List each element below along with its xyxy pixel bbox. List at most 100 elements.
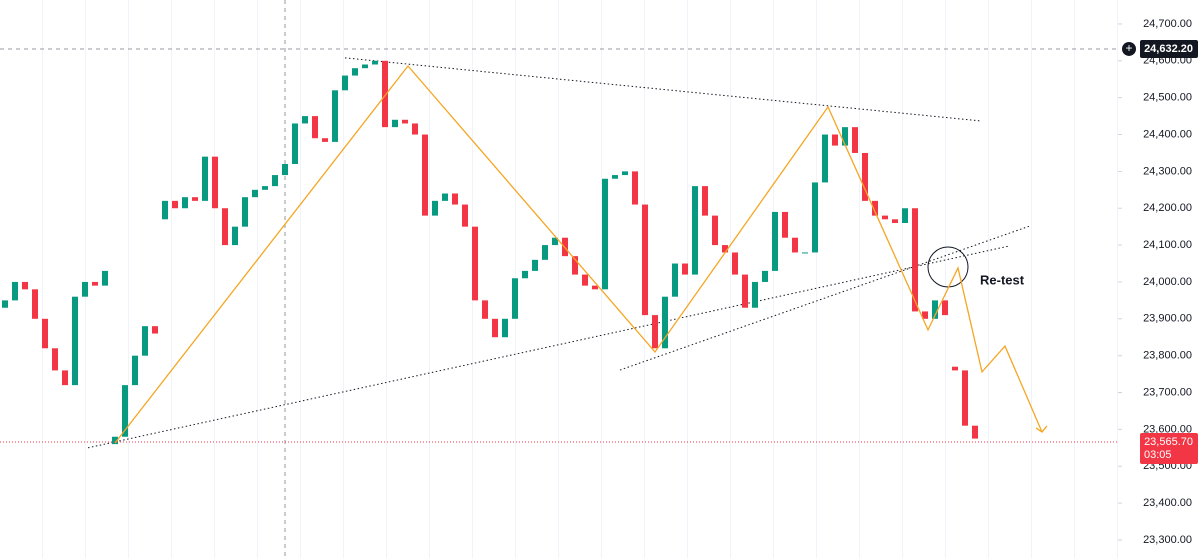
- candle: [322, 138, 328, 142]
- candle: [912, 208, 918, 312]
- trendline: [87, 245, 1011, 449]
- price-axis: [1118, 0, 1200, 558]
- candle: [32, 289, 38, 319]
- candle: [462, 204, 468, 227]
- crosshair-label-box: [1140, 39, 1198, 58]
- candle: [542, 245, 548, 260]
- candle: [122, 385, 128, 437]
- candle: [252, 189, 258, 198]
- candle: [182, 197, 188, 209]
- y-tick-label: 23,700.00: [1143, 386, 1192, 398]
- y-tick-label: 24,400.00: [1143, 128, 1192, 140]
- candle: [162, 200, 168, 220]
- candle: [302, 116, 308, 124]
- candle: [752, 281, 758, 308]
- candle: [402, 119, 408, 124]
- candle: [272, 175, 278, 187]
- y-tick-label: 23,400.00: [1143, 497, 1192, 509]
- candle: [832, 134, 838, 146]
- candle: [232, 226, 238, 246]
- candle: [192, 197, 198, 201]
- candle: [672, 263, 678, 297]
- candle: [82, 281, 88, 297]
- candle: [432, 200, 438, 216]
- candle: [352, 68, 358, 76]
- candle: [172, 200, 178, 209]
- last-price-label: 23,565.70: [1144, 436, 1193, 448]
- candle: [212, 156, 218, 209]
- candle: [262, 186, 268, 190]
- candle: [102, 270, 108, 286]
- candle: [2, 300, 8, 308]
- trendline: [619, 225, 1031, 371]
- candle: [472, 226, 478, 301]
- candle: [22, 281, 28, 290]
- annotation: Re-test: [980, 272, 1025, 287]
- candle: [902, 208, 908, 223]
- candle: [842, 127, 848, 146]
- candle: [142, 326, 148, 356]
- candle: [312, 116, 318, 139]
- candle: [872, 200, 878, 216]
- y-tick-label: 24,200.00: [1143, 202, 1192, 214]
- candle: [812, 182, 818, 253]
- candle: [492, 318, 498, 338]
- candle: [882, 215, 888, 220]
- candle: [332, 90, 338, 142]
- candle: [522, 270, 528, 279]
- candle: [392, 119, 398, 128]
- y-tick-label: 24,500.00: [1143, 92, 1192, 104]
- y-tick-label: 24,300.00: [1143, 165, 1192, 177]
- candle: [972, 425, 978, 439]
- candle: [952, 366, 958, 371]
- candle: [702, 186, 708, 216]
- candle: [712, 215, 718, 246]
- candle: [892, 219, 898, 223]
- candle: [412, 123, 418, 135]
- candle: [552, 237, 558, 246]
- crosshair-price-label: 24,632.20: [1144, 43, 1193, 55]
- candle: [132, 355, 138, 386]
- candle: [202, 156, 208, 201]
- candle: [362, 64, 368, 69]
- candle: [92, 281, 98, 286]
- retest-circle: [927, 246, 969, 288]
- candle: [502, 318, 508, 338]
- candle: [722, 245, 728, 253]
- y-tick-label: 23,800.00: [1143, 350, 1192, 362]
- candle: [962, 370, 968, 426]
- candle: [222, 208, 228, 246]
- y-tick-label: 23,300.00: [1143, 534, 1192, 546]
- candle: [452, 193, 458, 205]
- y-tick-label: 24,000.00: [1143, 276, 1192, 288]
- candle: [852, 127, 858, 153]
- candle: [692, 186, 698, 275]
- add-alert-button[interactable]: [1122, 41, 1136, 56]
- candle: [802, 252, 808, 254]
- candle: [942, 300, 948, 316]
- candle: [282, 164, 288, 176]
- y-tick-label: 23,600.00: [1143, 423, 1192, 435]
- candle: [652, 315, 658, 349]
- candle: [342, 75, 348, 91]
- candle: [512, 278, 518, 319]
- candle: [242, 197, 248, 227]
- trendline: [344, 57, 981, 122]
- candle: [12, 281, 18, 301]
- y-tick-label: 23,900.00: [1143, 313, 1192, 325]
- candle: [582, 274, 588, 286]
- candle: [632, 171, 638, 205]
- y-tick-label: 24,100.00: [1143, 239, 1192, 251]
- candle: [52, 348, 58, 371]
- add-alert-plus: +: [1125, 41, 1132, 55]
- y-tick-label: 24,700.00: [1143, 18, 1192, 30]
- candle: [422, 134, 428, 216]
- candle: [662, 296, 668, 349]
- candle: [72, 296, 78, 386]
- candle: [442, 193, 448, 201]
- candle: [532, 259, 538, 271]
- candle: [642, 204, 648, 316]
- candle: [602, 178, 608, 290]
- candle: [822, 134, 828, 183]
- candle: [592, 285, 598, 290]
